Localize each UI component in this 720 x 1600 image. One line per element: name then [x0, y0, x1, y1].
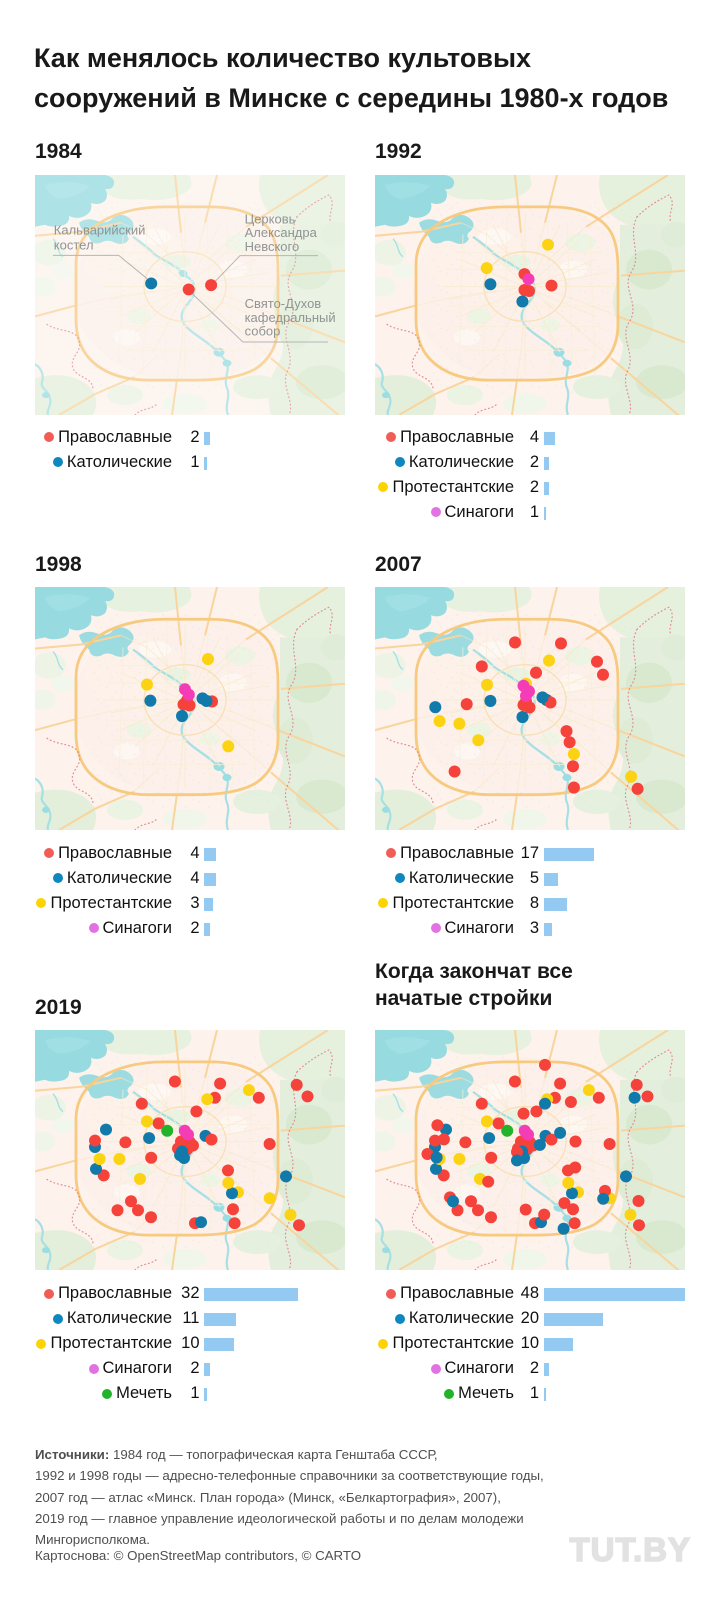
svg-text:Церковь: Церковь: [245, 211, 296, 226]
svg-text:Невского: Невского: [245, 239, 300, 254]
svg-text:Александра: Александра: [245, 225, 318, 240]
svg-text:Свято-Духов: Свято-Духов: [245, 296, 322, 311]
svg-text:кафедральный: кафедральный: [245, 310, 336, 325]
svg-text:собор: собор: [245, 324, 281, 339]
svg-text:костел: костел: [54, 238, 94, 253]
svg-text:Кальварийский: Кальварийский: [54, 222, 146, 237]
